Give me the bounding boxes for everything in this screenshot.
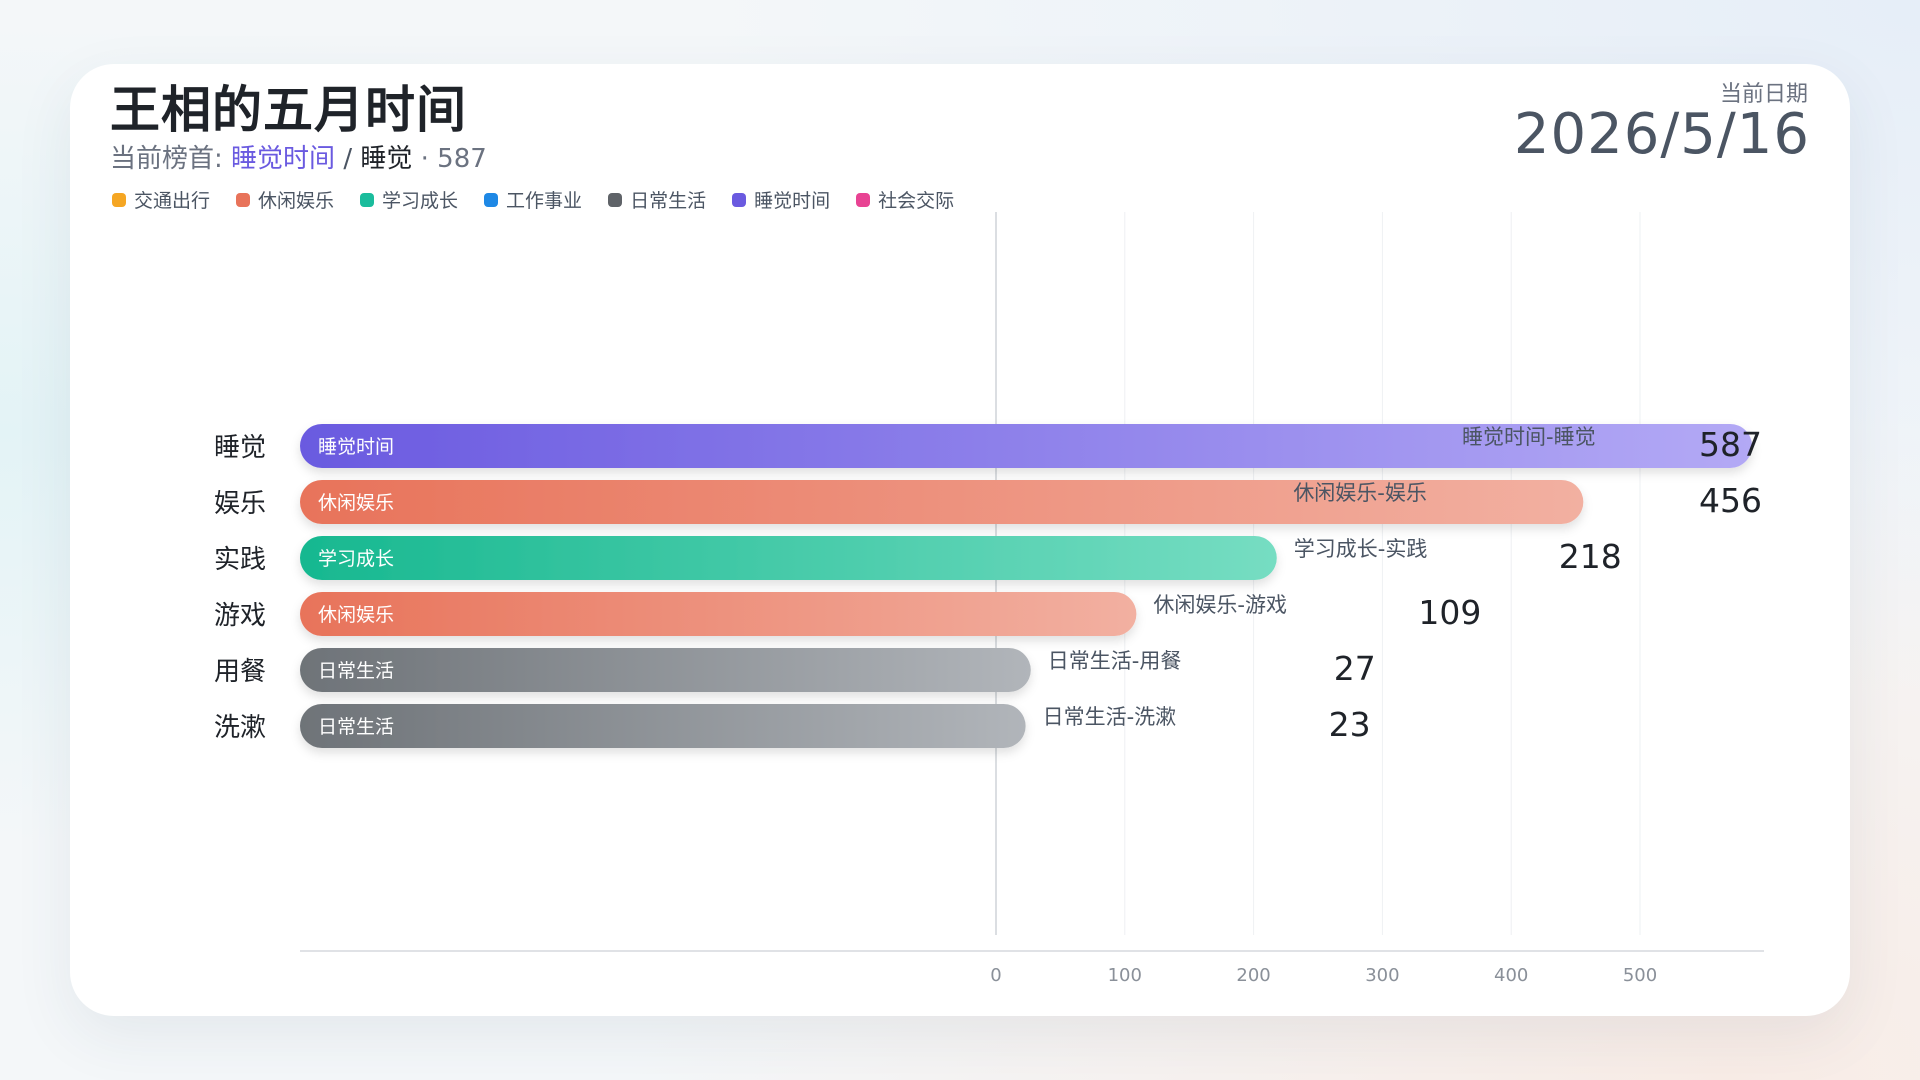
leader-dot: · (420, 144, 429, 174)
leader-value: 587 (437, 144, 487, 174)
legend-label: 休闲娱乐 (258, 190, 335, 212)
legend-swatch (360, 192, 375, 207)
bar-category-label: 休闲娱乐 (318, 492, 394, 514)
bar[interactable] (300, 480, 1584, 524)
bar-value-label: 109 (1418, 593, 1481, 632)
bar-data-label: 休闲娱乐-游戏 (1153, 593, 1287, 617)
leader-category: 睡觉时间 (231, 144, 336, 174)
legend-item[interactable]: 学习成长 (360, 186, 458, 213)
leader-prefix: 当前榜首: (110, 144, 223, 174)
bar-row[interactable]: 用餐 日常生活 日常生活-用餐 27 (214, 648, 1376, 692)
bar[interactable] (300, 424, 1753, 468)
y-category-label: 娱乐 (214, 489, 266, 519)
bar-value-label: 456 (1699, 481, 1762, 520)
bar-value-label: 27 (1334, 649, 1376, 688)
leader-slash: / (343, 144, 353, 174)
bar-data-label: 学习成长-实践 (1294, 537, 1428, 561)
leader-item: 睡觉 (360, 144, 413, 174)
bar-category-label: 睡觉时间 (318, 436, 394, 458)
date-value: 2026/5/16 (1513, 102, 1810, 167)
bar[interactable] (300, 648, 1031, 692)
legend-item[interactable]: 日常生活 (608, 186, 706, 213)
legend-swatch (856, 192, 871, 207)
bar-category-label: 日常生活 (318, 716, 394, 738)
bar-data-label: 日常生活-洗漱 (1043, 705, 1177, 729)
y-category-label: 洗漱 (214, 713, 266, 743)
legend-swatch (236, 192, 251, 207)
legend-label: 日常生活 (630, 190, 707, 212)
legend-swatch (732, 192, 747, 207)
bar-category-label: 休闲娱乐 (318, 604, 394, 626)
y-category-label: 实践 (214, 545, 266, 575)
legend-item[interactable]: 交通出行 (112, 186, 210, 213)
legend-label: 睡觉时间 (754, 190, 831, 212)
page-title: 王相的五月时间 (110, 81, 467, 139)
x-tick-label: 400 (1494, 965, 1528, 986)
legend-label: 社会交际 (878, 190, 955, 212)
y-category-label: 睡觉 (214, 433, 266, 463)
bar[interactable] (300, 592, 1137, 636)
y-category-label: 游戏 (214, 601, 266, 631)
legend-swatch (112, 192, 126, 207)
y-category-label: 用餐 (214, 657, 266, 687)
bar-row[interactable]: 实践 学习成长 学习成长-实践 218 (214, 536, 1622, 580)
bar-data-label: 睡觉时间-睡觉 (1462, 425, 1596, 449)
legend-item[interactable]: 社会交际 (856, 186, 954, 213)
bar-row[interactable]: 睡觉 睡觉时间 睡觉时间-睡觉 587 (214, 424, 1762, 468)
bar-data-label: 日常生活-用餐 (1048, 649, 1182, 673)
bar-category-label: 日常生活 (318, 660, 394, 682)
x-tick-label: 500 (1623, 965, 1657, 986)
x-tick-label: 300 (1365, 965, 1399, 986)
bar-data-label: 休闲娱乐-娱乐 (1293, 481, 1427, 505)
x-tick-label: 100 (1108, 965, 1142, 986)
bar[interactable] (300, 536, 1277, 580)
bar-value-label: 587 (1699, 425, 1762, 464)
bar[interactable] (300, 704, 1026, 748)
bar-category-label: 学习成长 (318, 548, 394, 570)
date-label: 当前日期 (1719, 82, 1808, 107)
legend-swatch (608, 192, 623, 207)
bar-value-label: 218 (1559, 537, 1622, 576)
legend-label: 学习成长 (382, 190, 459, 212)
legend-label: 交通出行 (134, 190, 211, 212)
x-tick-label: 200 (1236, 965, 1270, 986)
bar-value-label: 23 (1329, 705, 1371, 744)
legend: 交通出行 休闲娱乐 学习成长 工作事业 日常生活 睡觉时间 社会交际 (112, 186, 954, 213)
leader-summary: 当前榜首: 睡觉时间 / 睡觉 · 587 (110, 138, 487, 175)
bar-row[interactable]: 洗漱 日常生活 日常生活-洗漱 23 (214, 704, 1371, 748)
legend-item[interactable]: 工作事业 (484, 186, 582, 213)
x-axis: 0 100 200 300 400 500 (300, 950, 1764, 986)
bar-row[interactable]: 游戏 休闲娱乐 休闲娱乐-游戏 109 (214, 592, 1481, 636)
legend-label: 工作事业 (506, 190, 583, 212)
x-tick-label: 0 (990, 965, 1001, 986)
legend-item[interactable]: 睡觉时间 (732, 186, 830, 213)
bar-row[interactable]: 娱乐 休闲娱乐 休闲娱乐-娱乐 456 (214, 480, 1762, 524)
legend-item[interactable]: 休闲娱乐 (236, 186, 334, 213)
legend-swatch (484, 192, 499, 207)
